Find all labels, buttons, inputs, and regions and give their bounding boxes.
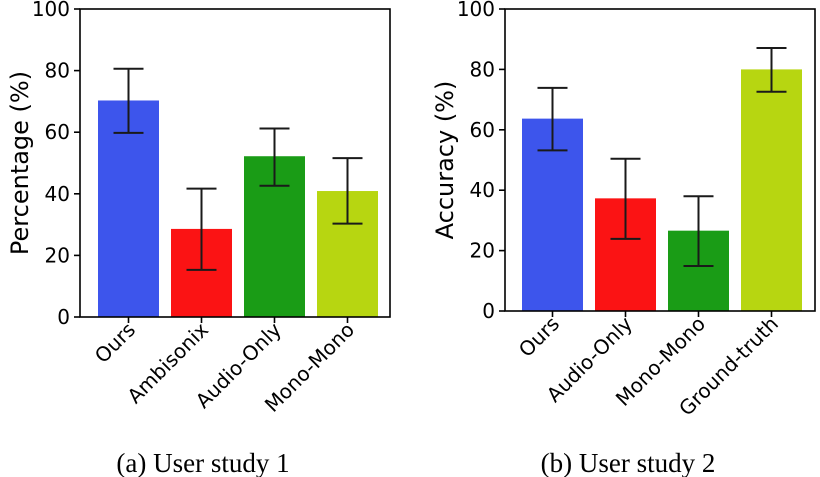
x-tick-label: Ours bbox=[514, 312, 564, 362]
bar-ours bbox=[98, 100, 159, 317]
chart-user-study-2: 020406080100OursAudio-OnlyMono-MonoGroun… bbox=[431, 0, 816, 477]
caption: (b) User study 2 bbox=[541, 448, 716, 477]
x-tick-label: Ours bbox=[90, 318, 140, 368]
error-bar-ambisonix bbox=[186, 187, 217, 271]
error-bar-mono-mono bbox=[332, 157, 363, 225]
chart-user-study-1: 020406080100OursAmbisonixAudio-OnlyMono-… bbox=[6, 0, 391, 477]
error-bar-ours bbox=[537, 86, 568, 152]
y-tick-label: 60 bbox=[470, 118, 495, 142]
y-tick-label: 40 bbox=[470, 178, 495, 202]
y-tick-label: 80 bbox=[470, 57, 495, 81]
error-bar-ground-truth bbox=[756, 46, 787, 93]
y-tick-label: 100 bbox=[457, 0, 495, 21]
error-bar-ours bbox=[113, 67, 144, 134]
error-bar-audio-only bbox=[610, 157, 641, 240]
y-tick-label: 20 bbox=[45, 243, 70, 267]
y-tick-label: 0 bbox=[57, 305, 70, 329]
y-tick-label: 80 bbox=[45, 59, 70, 83]
bar-ground-truth bbox=[741, 69, 802, 312]
y-axis-label: Accuracy (%) bbox=[431, 81, 459, 240]
y-tick-label: 0 bbox=[482, 299, 495, 323]
caption: (a) User study 1 bbox=[116, 448, 289, 477]
error-bar-mono-mono bbox=[683, 195, 714, 268]
y-axis-label: Percentage (%) bbox=[6, 71, 34, 255]
y-tick-label: 60 bbox=[45, 120, 70, 144]
y-tick-label: 100 bbox=[32, 0, 70, 21]
y-tick-label: 40 bbox=[45, 182, 70, 206]
plot-frame bbox=[79, 8, 391, 318]
y-tick-label: 20 bbox=[470, 239, 495, 263]
plot-frame bbox=[504, 8, 816, 312]
error-bar-audio-only bbox=[259, 127, 290, 187]
